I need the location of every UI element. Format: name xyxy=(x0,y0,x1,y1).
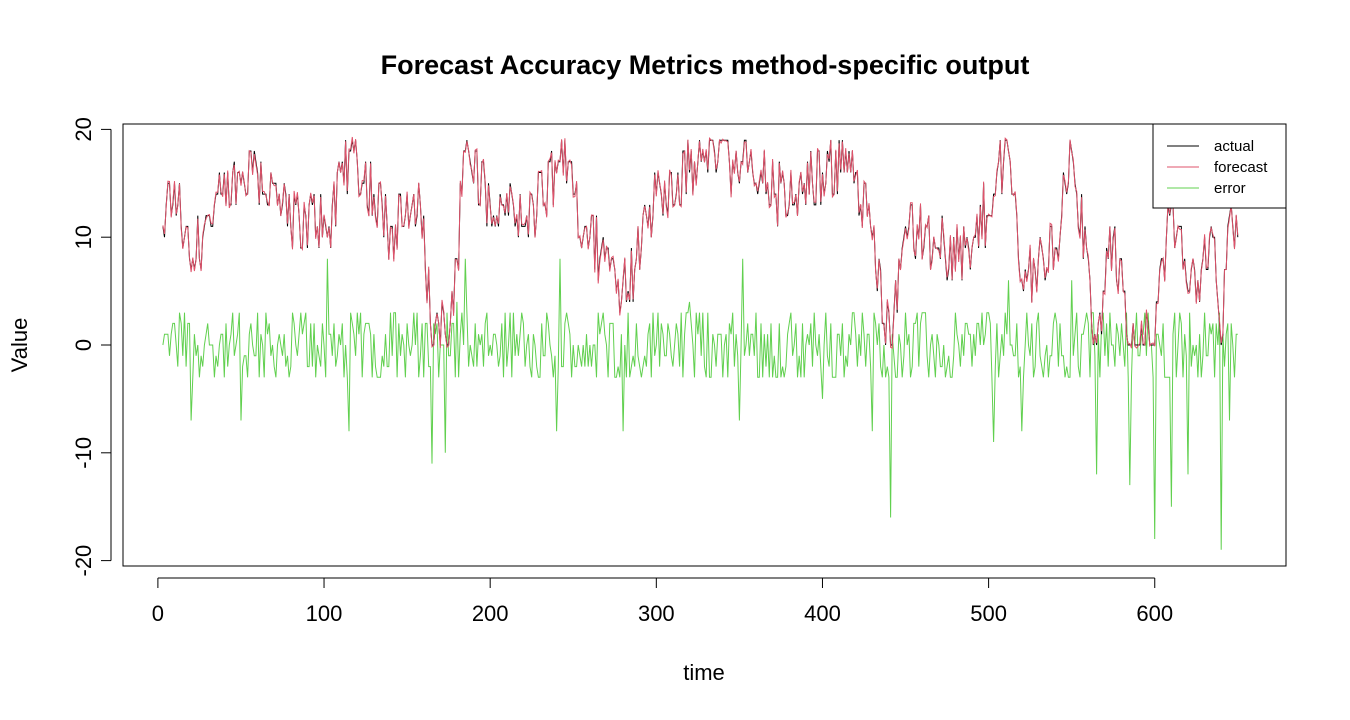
x-tick-label: 600 xyxy=(1136,601,1173,626)
x-tick-label: 0 xyxy=(152,601,164,626)
x-axis-label: time xyxy=(683,660,725,685)
y-tick-label: -20 xyxy=(71,545,96,577)
y-tick-label: 10 xyxy=(71,225,96,249)
legend-label-actual: actual xyxy=(1214,138,1254,155)
y-axis-label: Value xyxy=(7,318,32,373)
plot-frame xyxy=(122,123,1287,567)
y-axis: -20 -10 0 10 20 xyxy=(71,117,112,577)
x-axis: 0 100 200 300 400 500 600 xyxy=(152,577,1173,626)
x-tick-label: 200 xyxy=(472,601,509,626)
x-tick-label: 500 xyxy=(970,601,1007,626)
legend: actual forecast error xyxy=(1152,123,1287,209)
x-tick-label: 400 xyxy=(804,601,841,626)
y-tick-label: -10 xyxy=(71,437,96,469)
legend-label-forecast: forecast xyxy=(1214,159,1268,176)
legend-label-error: error xyxy=(1214,180,1246,197)
y-tick-label: 20 xyxy=(71,117,96,141)
x-tick-label: 100 xyxy=(306,601,343,626)
series-line-error xyxy=(162,258,1238,550)
x-tick-label: 300 xyxy=(638,601,675,626)
legend-box xyxy=(1152,123,1287,209)
series-line-forecast xyxy=(162,136,1239,349)
series-layer xyxy=(162,136,1239,550)
plot-area xyxy=(122,123,1287,567)
chart-title: Forecast Accuracy Metrics method-specifi… xyxy=(381,50,1030,80)
y-tick-label: 0 xyxy=(71,339,96,351)
